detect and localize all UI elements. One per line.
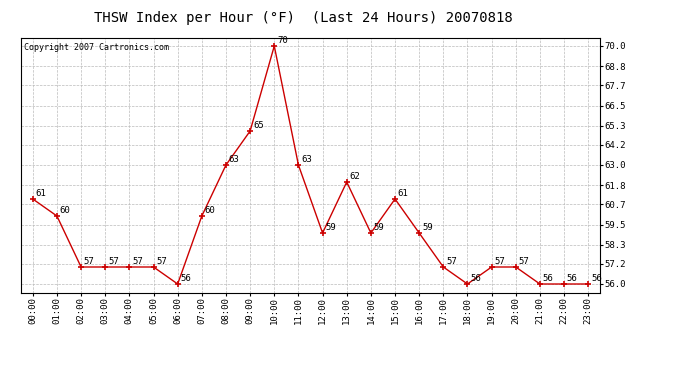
Text: 56: 56 <box>543 274 553 283</box>
Text: 56: 56 <box>471 274 481 283</box>
Text: 63: 63 <box>302 155 312 164</box>
Text: 56: 56 <box>181 274 191 283</box>
Text: Copyright 2007 Cartronics.com: Copyright 2007 Cartronics.com <box>23 43 168 52</box>
Text: 65: 65 <box>253 121 264 130</box>
Text: 57: 57 <box>157 257 167 266</box>
Text: 61: 61 <box>398 189 408 198</box>
Text: 70: 70 <box>277 36 288 45</box>
Text: 63: 63 <box>229 155 239 164</box>
Text: 57: 57 <box>108 257 119 266</box>
Text: 62: 62 <box>350 172 360 181</box>
Text: 56: 56 <box>591 274 602 283</box>
Text: 57: 57 <box>84 257 95 266</box>
Text: 57: 57 <box>519 257 529 266</box>
Text: THSW Index per Hour (°F)  (Last 24 Hours) 20070818: THSW Index per Hour (°F) (Last 24 Hours)… <box>95 11 513 25</box>
Text: 59: 59 <box>422 223 433 232</box>
Text: 57: 57 <box>495 257 505 266</box>
Text: 60: 60 <box>60 206 70 215</box>
Text: 60: 60 <box>205 206 215 215</box>
Text: 59: 59 <box>326 223 336 232</box>
Text: 57: 57 <box>132 257 143 266</box>
Text: 57: 57 <box>446 257 457 266</box>
Text: 61: 61 <box>36 189 46 198</box>
Text: 56: 56 <box>567 274 578 283</box>
Text: 59: 59 <box>374 223 384 232</box>
